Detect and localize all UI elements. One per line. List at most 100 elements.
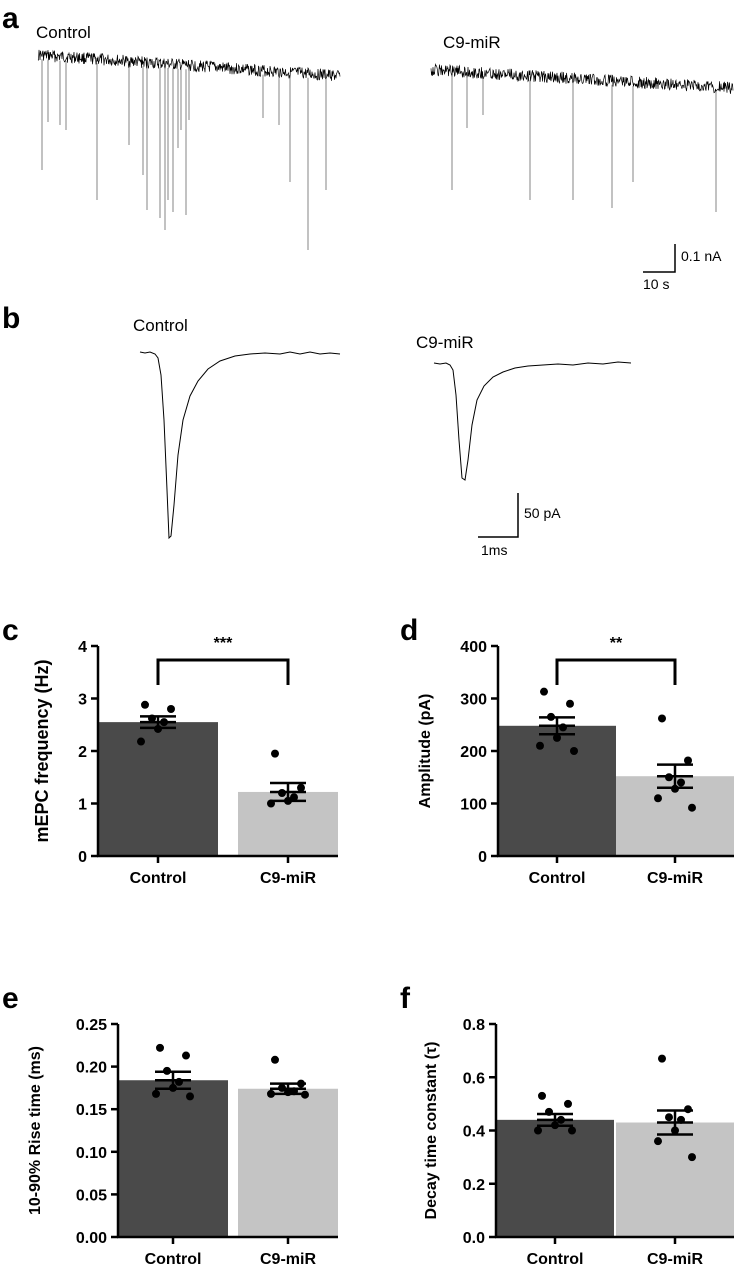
x-tick-label: C9-miR: [260, 1251, 316, 1268]
panel-letter-e: e: [2, 982, 19, 1015]
data-point: [160, 718, 168, 727]
data-point: [665, 773, 673, 782]
chart-mepc-frequency: 0 1 2 3 4 Control C9-miR mEPC frequency (Hz) ***: [32, 635, 338, 887]
data-point: [557, 1115, 565, 1124]
y-tick-label: 0.05: [76, 1187, 107, 1204]
data-point: [152, 1089, 160, 1098]
data-point: [137, 737, 145, 746]
y-tick-label: 400: [460, 639, 487, 656]
bar-control: [496, 1119, 614, 1237]
data-point: [671, 784, 679, 793]
y-tick-label: 0: [478, 849, 487, 866]
bar-c9-mir: [238, 1088, 338, 1237]
x-tick-label: Control: [145, 1251, 202, 1268]
y-tick-label: 2: [78, 744, 87, 761]
trace-label-control-b: Control: [133, 316, 188, 335]
significance-bracket: [156, 658, 290, 685]
trace-label-c9-a: C9-miR: [443, 33, 501, 52]
panel-letter-f: f: [400, 982, 411, 1015]
data-point: [297, 1079, 305, 1088]
y-tick-label: 100: [460, 797, 487, 814]
data-point: [267, 799, 275, 808]
bar-control: [498, 725, 616, 856]
y-tick-label: 0.25: [76, 1017, 107, 1034]
y-axis-title: 10-90% Rise time (ms): [27, 1046, 44, 1215]
scale-label-b-y: 50 pA: [524, 505, 561, 521]
y-tick-label: 0.10: [76, 1145, 107, 1162]
data-point: [271, 1055, 279, 1064]
data-point: [553, 733, 561, 742]
y-tick-label: 3: [78, 692, 87, 709]
panel-letter-d: d: [400, 614, 418, 647]
data-point: [301, 1090, 309, 1099]
panel-letter-c: c: [2, 614, 19, 647]
data-point: [684, 756, 692, 765]
data-point: [658, 714, 666, 723]
data-point: [564, 1099, 572, 1108]
y-axis-title: mEPC frequency (Hz): [32, 659, 52, 842]
data-point: [677, 1115, 685, 1124]
y-tick-label: 0.8: [463, 1017, 485, 1034]
trace-label-c9-b: C9-miR: [416, 333, 474, 352]
data-point: [665, 1113, 673, 1122]
data-point: [284, 796, 292, 805]
data-point: [684, 1105, 692, 1114]
data-point: [290, 793, 298, 802]
y-tick-label: 0: [78, 849, 87, 866]
y-tick-label: 0.20: [76, 1060, 107, 1077]
significance-label: ***: [214, 635, 233, 652]
chart-rise-time: 0.00 0.05 0.10 0.15 0.20 0.25 Control C9-miR 10-…: [27, 1017, 338, 1268]
y-tick-label: 200: [460, 744, 487, 761]
panel-letter-b: b: [2, 302, 20, 335]
y-tick-label: 0.00: [76, 1230, 107, 1247]
x-tick-label: C9-miR: [647, 1251, 703, 1268]
data-point: [570, 747, 578, 755]
avg-trace-c9: [433, 361, 632, 481]
panel-letter-a: a: [2, 2, 19, 35]
significance-label: **: [610, 635, 623, 652]
avg-trace-control: [139, 351, 341, 540]
data-point: [545, 1107, 553, 1116]
data-point: [297, 783, 305, 792]
data-point: [688, 1153, 696, 1162]
data-point: [154, 724, 162, 733]
scale-bar-b: 50 pA 1ms: [478, 493, 561, 558]
data-point: [163, 1066, 171, 1075]
x-tick-label: Control: [527, 1251, 584, 1268]
mepc-trace-c9: [430, 63, 734, 212]
x-tick-label: C9-miR: [647, 870, 703, 887]
trace-label-control-a: Control: [36, 23, 91, 42]
data-point: [156, 1043, 164, 1052]
y-tick-label: 0.4: [463, 1124, 485, 1141]
data-point: [538, 1091, 546, 1100]
data-point: [290, 1087, 298, 1096]
chart-amplitude: 0 100 200 300 400 Control C9-miR Amplitude (pA)…: [417, 635, 734, 887]
scale-label-a-y: 0.1 nA: [681, 248, 722, 264]
data-point: [267, 1089, 275, 1098]
data-point: [658, 1054, 666, 1063]
data-point: [271, 749, 279, 758]
x-tick-label: C9-miR: [260, 870, 316, 887]
data-point: [284, 1088, 292, 1097]
data-point: [169, 1083, 177, 1092]
y-tick-label: 0.0: [463, 1230, 485, 1247]
bar-control: [98, 722, 218, 856]
scale-label-b-x: 1ms: [481, 542, 507, 558]
data-point: [148, 714, 156, 723]
data-point: [540, 687, 548, 696]
data-point: [278, 789, 286, 797]
data-point: [278, 1083, 286, 1092]
data-point: [654, 794, 662, 803]
x-tick-label: Control: [529, 870, 586, 887]
data-point: [671, 1126, 679, 1135]
y-axis-title: Decay time constant (τ): [423, 1042, 440, 1220]
scale-bar-a: 0.1 nA 10 s: [643, 244, 722, 292]
y-tick-label: 300: [460, 692, 487, 709]
y-tick-label: 1: [78, 797, 87, 814]
y-axis-title: Amplitude (pA): [417, 694, 434, 809]
data-point: [568, 1126, 576, 1135]
y-tick-label: 0.15: [76, 1102, 107, 1119]
x-tick-label: Control: [130, 870, 187, 887]
data-point: [688, 803, 696, 812]
data-point: [534, 1126, 542, 1135]
